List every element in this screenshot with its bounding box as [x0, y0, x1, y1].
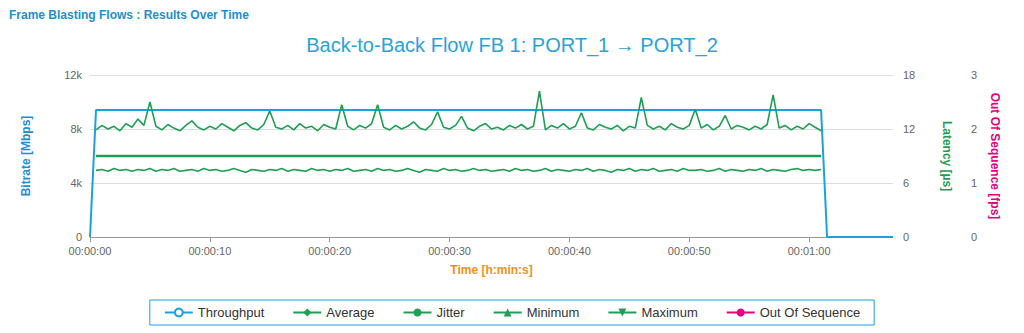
- svg-text:8k: 8k: [70, 123, 82, 135]
- svg-text:0: 0: [971, 231, 977, 243]
- svg-text:4k: 4k: [70, 177, 82, 189]
- svg-text:1: 1: [971, 177, 977, 189]
- svg-text:Time [h:min:s]: Time [h:min:s]: [450, 263, 532, 277]
- svg-text:Frame Blasting Flows : Results: Frame Blasting Flows : Results Over Time: [9, 8, 249, 22]
- svg-text:00:01:00: 00:01:00: [788, 245, 831, 257]
- svg-text:00:00:00: 00:00:00: [69, 245, 112, 257]
- svg-text:18: 18: [903, 69, 915, 81]
- svg-text:Minimum: Minimum: [527, 305, 580, 320]
- svg-text:00:00:10: 00:00:10: [188, 245, 231, 257]
- svg-text:0: 0: [76, 231, 82, 243]
- svg-text:00:00:50: 00:00:50: [668, 245, 711, 257]
- svg-text:12: 12: [903, 123, 915, 135]
- svg-text:Latency [µs]: Latency [µs]: [940, 121, 954, 191]
- svg-text:Maximum: Maximum: [641, 305, 697, 320]
- svg-text:Out Of Sequence: Out Of Sequence: [760, 305, 860, 320]
- svg-text:Throughput: Throughput: [198, 305, 265, 320]
- svg-text:Average: Average: [326, 305, 374, 320]
- svg-text:Out Of Sequence [fps]: Out Of Sequence [fps]: [988, 93, 1002, 220]
- svg-text:00:00:40: 00:00:40: [548, 245, 591, 257]
- svg-text:Jitter: Jitter: [436, 305, 465, 320]
- svg-text:2: 2: [971, 123, 977, 135]
- svg-text:00:00:20: 00:00:20: [308, 245, 351, 257]
- svg-text:3: 3: [971, 69, 977, 81]
- svg-text:6: 6: [903, 177, 909, 189]
- svg-text:Back-to-Back Flow FB 1: PORT_1: Back-to-Back Flow FB 1: PORT_1 → PORT_2: [306, 34, 718, 57]
- svg-text:Bitrate [Mbps]: Bitrate [Mbps]: [19, 116, 33, 197]
- svg-text:0: 0: [903, 231, 909, 243]
- svg-text:00:00:30: 00:00:30: [428, 245, 471, 257]
- svg-text:12k: 12k: [64, 69, 82, 81]
